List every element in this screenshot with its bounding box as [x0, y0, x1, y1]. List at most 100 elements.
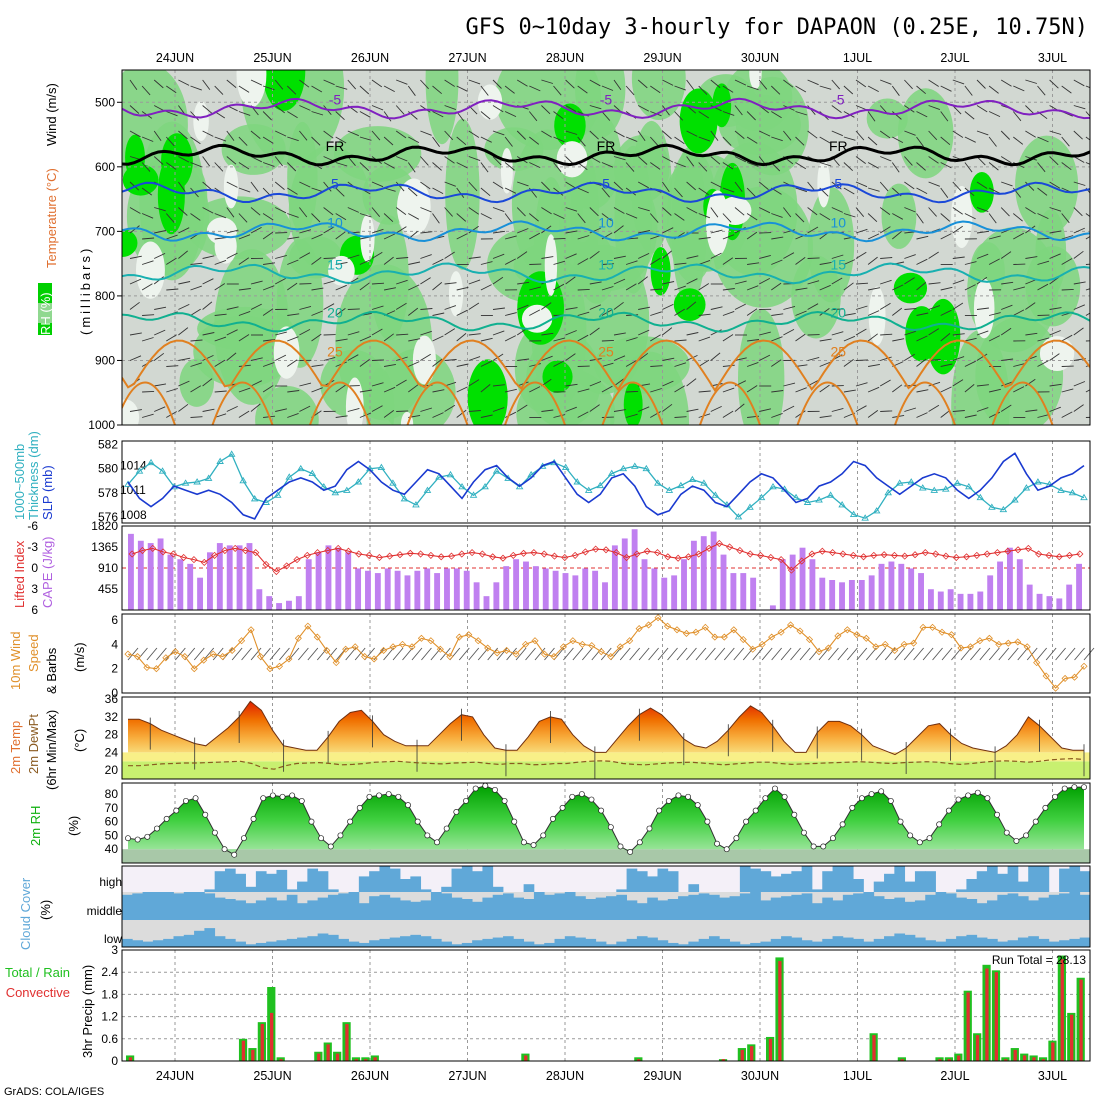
wind-barb [674, 416, 687, 418]
wind-barb [323, 303, 335, 310]
wind-barb [577, 258, 589, 265]
wind-barb [843, 259, 856, 265]
wind-barb [1013, 363, 1026, 367]
wind-barb [262, 162, 275, 167]
wind-barb [976, 207, 989, 213]
lifted-point [808, 550, 816, 558]
wind-barb [904, 308, 917, 310]
wind10-barb [742, 647, 754, 661]
wind-barb [468, 302, 480, 310]
rh2m-point [578, 791, 585, 797]
wind-barb [722, 162, 734, 170]
wind-barb [988, 187, 1001, 194]
wind-barb [299, 105, 311, 111]
lifted-point [334, 544, 342, 552]
lifted-tick: -3 [27, 540, 38, 554]
wind-barb [698, 213, 711, 219]
wind-barb [226, 181, 238, 188]
wind10-barb [392, 647, 404, 661]
cloud-low-bar [863, 941, 875, 947]
wind-barb [746, 162, 759, 167]
wind-barb [1073, 130, 1083, 140]
rh2m-tick: 60 [105, 815, 119, 829]
rh2m-point [627, 849, 634, 855]
wind10-barb [894, 647, 906, 661]
date-label-top: 1JUL [843, 51, 872, 65]
label-rh2m-b: (%) [66, 816, 81, 836]
cloud-low-bar [163, 938, 174, 947]
wind-barb [626, 390, 639, 393]
cloud-middle-bar [863, 892, 875, 920]
wind10-point [1061, 674, 1069, 682]
wind-barb [129, 225, 140, 234]
wind-barb [601, 286, 614, 291]
wind-barb [589, 404, 600, 412]
wind-barb [795, 162, 807, 170]
wind-barb [843, 335, 856, 342]
thickness-point [700, 479, 708, 486]
wind-barb [444, 207, 453, 217]
wind-barb [613, 301, 624, 310]
wind10-point [673, 626, 681, 634]
cloud-low-bar [554, 938, 566, 947]
precip-conv-bar [966, 992, 970, 1061]
wind-barb [262, 136, 274, 144]
wind-barb [988, 162, 999, 171]
rh-shade-dry [951, 186, 973, 249]
lifted-point [458, 550, 466, 558]
wind-barb [178, 130, 188, 140]
wind-barb [1037, 337, 1050, 342]
thickness-point [469, 491, 478, 498]
cloud-low-bar [801, 940, 813, 947]
wind-barb [1061, 388, 1074, 393]
cloud-middle-bar [667, 899, 679, 920]
cape-bar [1006, 547, 1013, 610]
wind-barb [589, 79, 601, 87]
thickness-point [135, 467, 144, 474]
wind-barb [1000, 130, 1011, 140]
wind-barb [238, 310, 251, 316]
wind-barb [396, 79, 408, 85]
wind-barb [432, 389, 445, 393]
wind-barb [1049, 330, 1061, 336]
wind-barb [613, 409, 626, 412]
wind10-point [947, 631, 956, 639]
wind-barb [976, 181, 988, 189]
wind10-line [127, 616, 1085, 689]
wind10-point [465, 631, 473, 639]
precip-conv-bar [1060, 959, 1064, 1061]
rh2m-point [337, 832, 344, 839]
wind10-barb [487, 647, 499, 661]
cape-lifted-frame [121, 525, 1091, 611]
wind-barb [879, 226, 891, 234]
cloud-middle-bar [811, 903, 823, 920]
rh2m-point [646, 825, 653, 832]
cloud-middle-bar [873, 896, 885, 920]
lifted-point [437, 553, 445, 561]
wind-barb [335, 308, 346, 316]
wind10-barb [515, 647, 527, 661]
wind-barb [746, 136, 758, 144]
wind10-point [408, 643, 416, 651]
wind-barb [855, 251, 867, 259]
lifted-point [849, 551, 857, 559]
wind-barb [395, 302, 407, 310]
cloud-low-bar [750, 942, 761, 947]
thickness-point [654, 479, 662, 486]
cloud-high-bar [420, 889, 432, 892]
wind-barb [674, 308, 685, 316]
thickness-point [573, 478, 581, 485]
wind-barb [262, 361, 275, 367]
wind-barb [371, 105, 384, 111]
wind-barb [807, 207, 818, 216]
wind-barb [263, 262, 276, 265]
lifted-point [736, 546, 744, 555]
rh2m-point [501, 797, 508, 804]
pressure-tick-label: 1000 [88, 418, 115, 432]
thickness-point [320, 482, 328, 490]
wind-barb [662, 156, 674, 163]
wind-barb [141, 136, 154, 142]
wind-barb [601, 85, 614, 91]
